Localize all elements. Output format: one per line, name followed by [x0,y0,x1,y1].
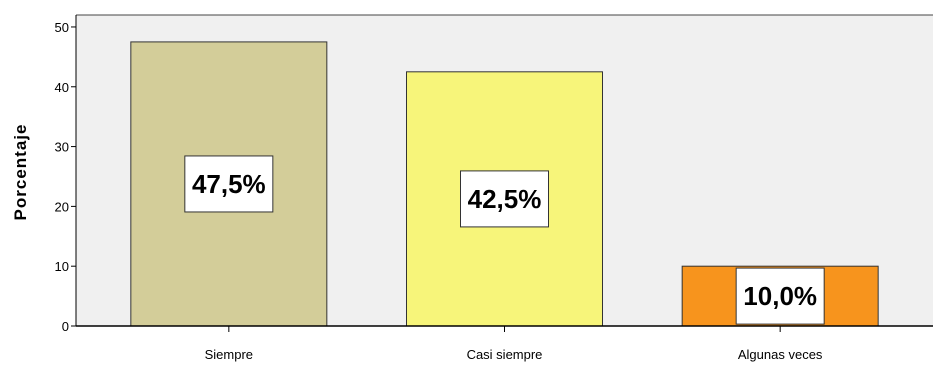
data-label: 10,0% [743,281,817,311]
x-tick-label: Casi siempre [467,347,543,362]
y-tick-label: 40 [55,80,69,95]
data-label-box [735,267,825,325]
y-tick-label: 10 [55,259,69,274]
y-tick-label: 20 [55,199,69,214]
data-label-box [184,155,274,213]
data-label: 47,5% [192,169,266,199]
x-tick-label: Algunas veces [738,347,823,362]
y-tick-label: 50 [55,20,69,35]
x-tick-label: Siempre [205,347,253,362]
data-label: 42,5% [468,184,542,214]
data-label-box [460,170,549,228]
y-tick-label: 0 [62,319,69,334]
y-axis-label: Porcentaje [11,124,30,221]
y-tick-label: 30 [55,140,69,155]
